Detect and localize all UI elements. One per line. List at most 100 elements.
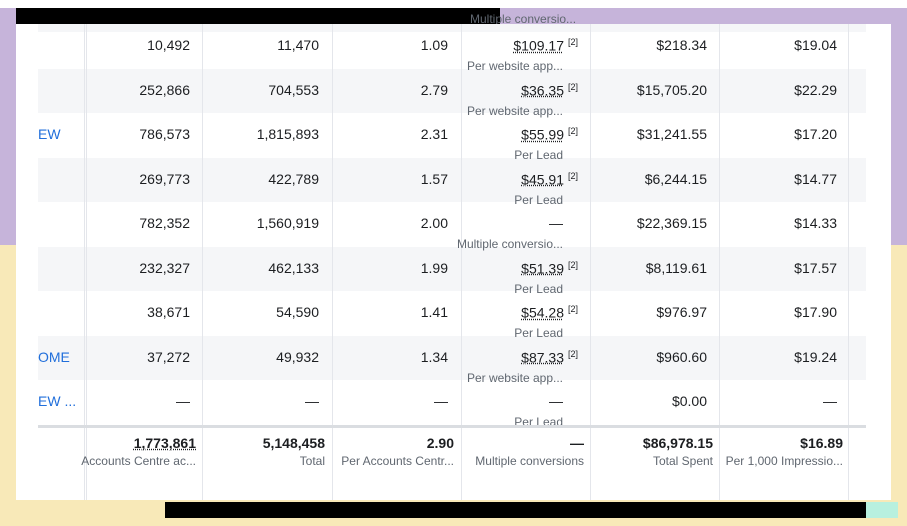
cell-reach: 786,573 <box>139 126 190 142</box>
cell-impressions: 54,590 <box>276 304 319 320</box>
cell-spent: $960.60 <box>656 348 707 365</box>
cell-cost: $45.91 [2] <box>521 171 578 188</box>
cell-cpm: $19.24 <box>794 348 837 365</box>
cell-cpm: — <box>823 393 837 409</box>
cell-cost: $54.28 [2] <box>521 304 578 321</box>
cost-value: $54.28 <box>521 304 564 321</box>
cell-cost: — <box>549 393 563 409</box>
row-bg <box>38 157 866 202</box>
cell-impressions: 1,815,893 <box>256 126 319 142</box>
cell-impressions: 422,789 <box>268 170 319 187</box>
bg-purple-right <box>891 8 907 157</box>
cell-reach: 10,492 <box>147 37 190 53</box>
cell-frequency: 2.79 <box>420 81 448 98</box>
cell-spent: $15,705.20 <box>636 81 707 98</box>
cost-note: [2] <box>567 304 578 314</box>
total-impressions: 5,148,458 <box>262 434 325 451</box>
cell-frequency: 1.57 <box>420 170 448 187</box>
row-bg <box>38 246 866 291</box>
cell-cpm: $22.29 <box>794 81 837 98</box>
row-bg <box>38 68 866 113</box>
total-sub-reach: Accounts Centre ac... <box>81 453 196 468</box>
cost-value: — <box>549 393 563 409</box>
cell-spent: $0.00 <box>671 393 707 409</box>
cost-note: [2] <box>567 348 578 359</box>
cell-reach: 269,773 <box>139 170 190 187</box>
bar-mint <box>866 502 898 518</box>
cost-note: [2] <box>567 170 578 181</box>
total-sub-cost: Multiple conversions <box>475 453 584 468</box>
cell-cpm: $17.90 <box>794 304 837 320</box>
cost-value: $36.35 <box>521 82 564 99</box>
cost-value: $45.91 <box>521 171 564 188</box>
cost-sub: Per website app... <box>466 59 563 73</box>
cell-cost: $55.99 [2] <box>521 126 578 143</box>
cell-impressions: — <box>305 393 319 409</box>
cost-sub: Per Lead <box>514 281 563 296</box>
cell-spent: $31,241.55 <box>636 126 707 142</box>
partial-text: Multiple conversio... <box>470 12 577 24</box>
totals-separator <box>38 424 866 428</box>
cost-note: [2] <box>567 126 578 136</box>
cost-note: [2] <box>567 37 578 47</box>
cell-frequency: — <box>434 393 448 409</box>
cell-cost: $51.39 [2] <box>521 260 578 277</box>
cell-spent: $22,369.15 <box>636 215 707 231</box>
cell-spent: $8,119.61 <box>645 259 707 276</box>
total-cpm: $16.89 <box>800 434 843 451</box>
cell-frequency: 1.99 <box>420 259 448 276</box>
total-frequency: 2.90 <box>426 434 454 451</box>
cost-value: $87.33 <box>521 349 564 366</box>
cell-cpm: $14.33 <box>794 215 837 231</box>
cell-cost: $87.33 [2] <box>521 349 578 366</box>
row-name: OME <box>38 348 70 365</box>
cell-spent: $218.34 <box>656 37 707 53</box>
column-divider <box>719 24 720 500</box>
cost-sub: Per website app... <box>466 370 563 385</box>
cost-value: $51.39 <box>521 260 564 277</box>
cost-sub: Per Lead <box>514 192 563 207</box>
cell-reach: 37,272 <box>147 348 190 365</box>
row-bg <box>38 335 866 380</box>
column-divider <box>86 24 87 500</box>
cell-cpm: $19.04 <box>794 37 837 53</box>
total-sub-frequency: Per Accounts Centr... <box>341 453 454 468</box>
bar-top <box>16 8 500 24</box>
cell-cost: — <box>549 215 563 231</box>
cell-impressions: 1,560,919 <box>256 215 319 231</box>
cell-impressions: 49,932 <box>276 348 319 365</box>
cell-reach: 232,327 <box>139 259 190 276</box>
cell-impressions: 462,133 <box>268 259 319 276</box>
total-cost: — <box>570 434 584 451</box>
cell-spent: $6,244.15 <box>644 170 707 187</box>
cell-cost: $36.35 [2] <box>521 82 578 99</box>
cell-cpm: $17.20 <box>794 126 837 142</box>
column-divider <box>202 24 203 500</box>
column-divider <box>848 24 849 500</box>
column-divider <box>461 24 462 500</box>
total-sub-impressions: Total <box>299 453 325 468</box>
cell-reach: — <box>176 393 190 409</box>
cost-value: $109.17 <box>513 37 564 54</box>
total-spent: $86,978.15 <box>642 434 713 451</box>
cell-frequency: 2.31 <box>420 126 448 142</box>
cost-sub: Per Lead <box>514 326 563 340</box>
column-divider <box>84 24 85 500</box>
total-sub-cpm: Per 1,000 Impressio... <box>725 453 843 468</box>
cell-frequency: 1.34 <box>420 348 448 365</box>
cell-frequency: 2.00 <box>420 215 448 231</box>
cell-cpm: $14.77 <box>794 170 837 187</box>
cell-spent: $976.97 <box>656 304 707 320</box>
cell-reach: 782,352 <box>139 215 190 231</box>
column-divider <box>590 24 591 500</box>
top-strip <box>38 24 866 32</box>
cell-frequency: 1.09 <box>420 37 448 53</box>
cost-sub: Per website app... <box>466 103 563 118</box>
cost-note: [2] <box>567 259 578 270</box>
cost-sub: Multiple conversio... <box>456 237 563 251</box>
cost-note: [2] <box>567 81 578 92</box>
cost-value: $55.99 <box>521 126 564 143</box>
cell-cost: $109.17 [2] <box>513 37 578 54</box>
cost-sub: Per Lead <box>514 148 563 162</box>
